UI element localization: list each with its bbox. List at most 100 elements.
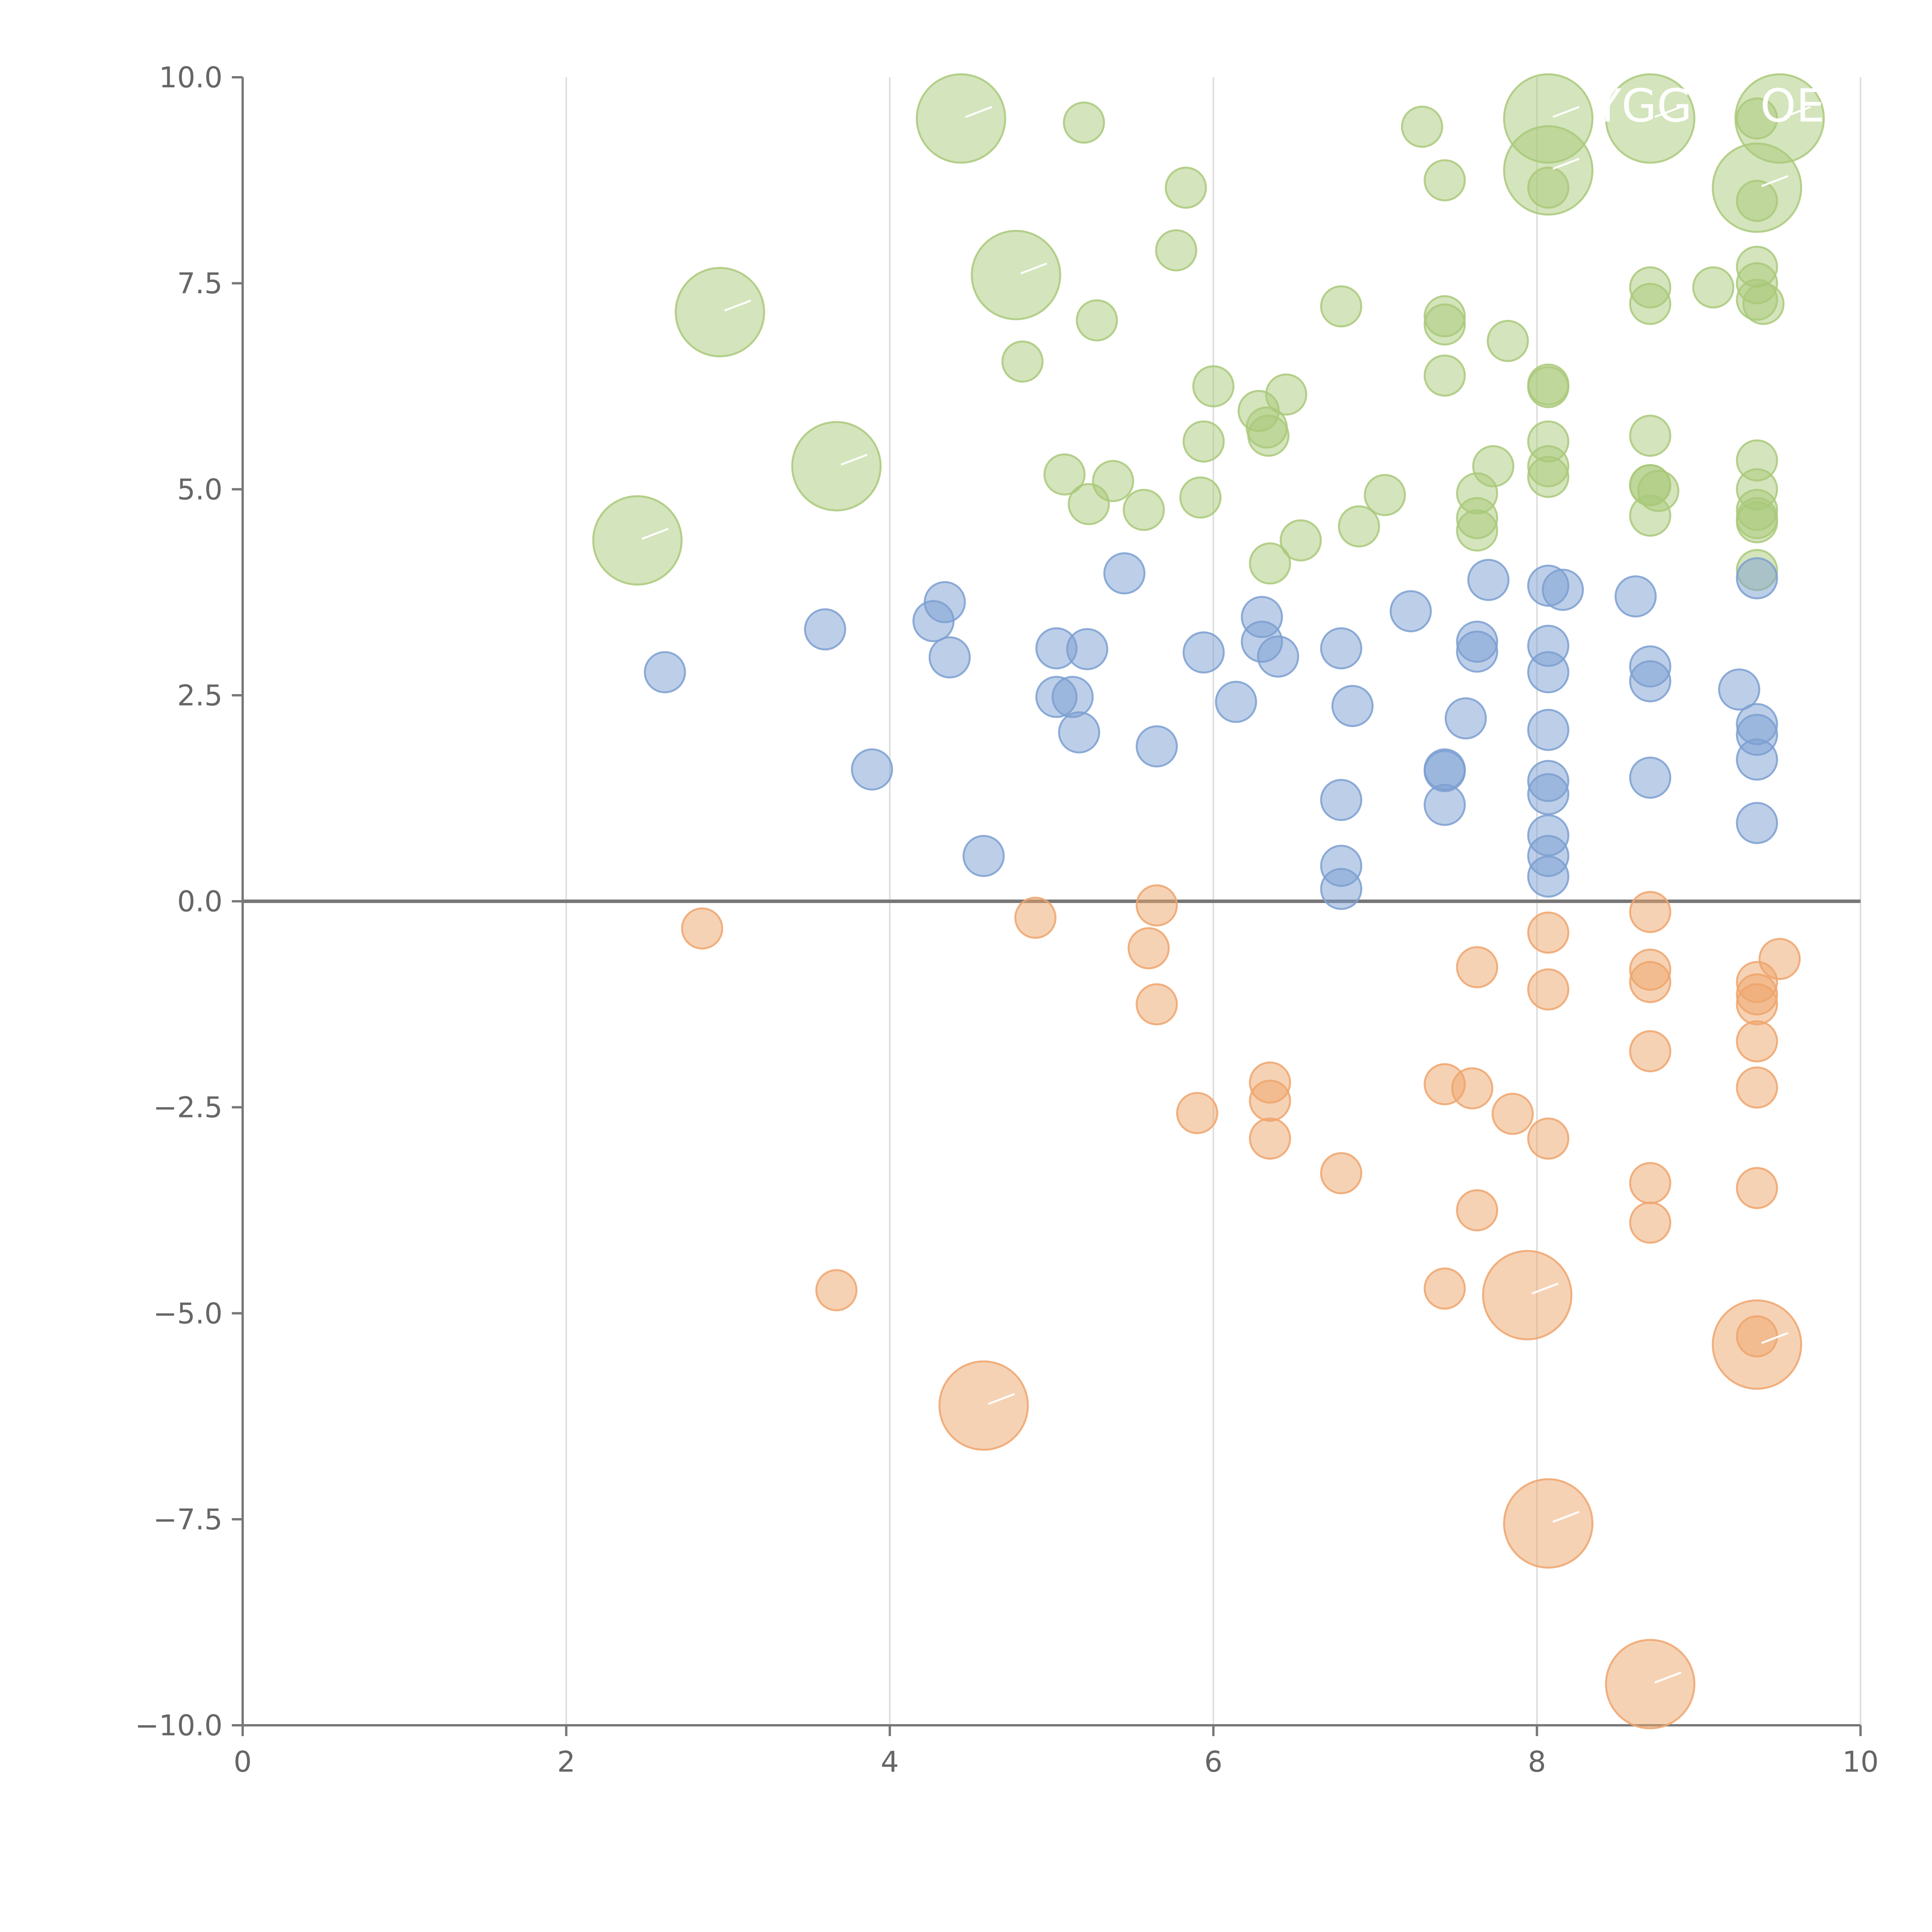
leader-line <box>1553 1511 1580 1523</box>
y-tick-label: −10.0 <box>135 1709 223 1742</box>
y-tick-label: 2.5 <box>177 679 223 712</box>
data-point-green <box>1456 509 1498 552</box>
data-point-orange <box>1423 1267 1466 1310</box>
data-point-green <box>1423 303 1466 346</box>
data-point-orange <box>1527 1117 1570 1160</box>
x-tick-label: 8 <box>1528 1745 1546 1779</box>
data-point-green <box>1320 285 1362 328</box>
data-point-orange <box>1451 1067 1493 1110</box>
y-tick-label: −2.5 <box>153 1091 223 1124</box>
leader-line <box>1553 158 1580 170</box>
leader-line <box>1784 106 1811 118</box>
leader-line <box>840 454 868 466</box>
data-point-green <box>1165 167 1207 209</box>
data-point-blue <box>1103 552 1146 595</box>
data-point-orange <box>1136 884 1178 927</box>
data-point-green <box>1338 505 1380 548</box>
leader-line <box>641 528 669 540</box>
leader-line <box>1020 262 1048 275</box>
data-point-green <box>1736 501 1778 544</box>
data-point-green <box>916 73 1006 164</box>
data-point-green <box>1486 320 1529 362</box>
data-point-blue <box>1527 651 1570 694</box>
data-point-green <box>1629 282 1672 325</box>
data-point-blue <box>1215 680 1257 723</box>
y-tick-label: −7.5 <box>153 1503 223 1536</box>
leader-line <box>1761 1332 1788 1344</box>
data-point-blue <box>1257 635 1299 678</box>
data-point-orange <box>1249 1080 1291 1122</box>
data-point-blue <box>1736 557 1778 600</box>
data-point-blue <box>1066 628 1109 670</box>
x-tick-label: 2 <box>557 1745 575 1779</box>
data-point-blue <box>1718 668 1760 711</box>
data-point-orange <box>1629 1030 1672 1073</box>
data-point-green <box>971 230 1061 320</box>
data-point-blue <box>1136 725 1178 768</box>
x-tick-label: 6 <box>1204 1745 1223 1779</box>
data-point-blue <box>804 608 846 651</box>
data-point-orange <box>1527 968 1570 1011</box>
data-point-orange <box>1249 1117 1291 1160</box>
y-tick-label: 5.0 <box>177 473 223 506</box>
data-point-green <box>592 495 683 586</box>
data-point-orange <box>1736 1020 1778 1063</box>
data-point-blue <box>1389 590 1432 633</box>
leader-line <box>965 106 992 118</box>
data-point-green <box>791 421 882 512</box>
data-point-orange <box>1320 1152 1362 1194</box>
data-point-green <box>1043 453 1086 496</box>
data-point-blue <box>1527 855 1570 898</box>
y-tick-label: −5.0 <box>153 1297 223 1330</box>
data-point-blue <box>1456 630 1498 673</box>
data-point-blue <box>1527 773 1570 815</box>
data-point-orange <box>1759 938 1801 980</box>
data-point-green <box>1423 159 1466 202</box>
y-tick-label: 10.0 <box>159 61 223 94</box>
data-point-blue <box>963 835 1005 877</box>
data-point-green <box>1182 420 1225 463</box>
data-point-green <box>1076 299 1118 342</box>
data-point-blue <box>1629 660 1672 702</box>
x-tick-label: 0 <box>233 1745 252 1779</box>
data-point-blue <box>929 636 971 679</box>
data-point-green <box>1068 483 1110 526</box>
data-point-green <box>1629 494 1672 537</box>
data-point-blue <box>1051 676 1094 718</box>
leader-line <box>724 299 752 312</box>
data-point-green <box>1249 542 1291 585</box>
data-point-green <box>1192 365 1235 408</box>
data-point-orange <box>815 1269 858 1311</box>
data-point-orange <box>1456 946 1498 988</box>
data-point-green <box>1155 229 1197 272</box>
data-point-blue <box>1331 685 1374 727</box>
data-point-orange <box>1503 1478 1594 1569</box>
data-point-orange <box>1736 983 1778 1026</box>
data-point-blue <box>1320 627 1362 670</box>
data-point-green <box>1629 415 1672 457</box>
data-point-blue <box>1467 559 1510 601</box>
data-point-blue <box>1736 802 1778 844</box>
leader-line <box>1761 175 1788 187</box>
data-point-orange <box>1712 1299 1802 1390</box>
x-tick-label: 4 <box>881 1745 899 1779</box>
data-point-blue <box>1423 784 1466 826</box>
data-point-orange <box>1605 1639 1696 1730</box>
data-point-blue <box>1542 568 1584 611</box>
data-point-green <box>1692 266 1735 309</box>
data-point-orange <box>938 1360 1029 1451</box>
leader-line <box>1654 1672 1682 1684</box>
data-point-green <box>1527 167 1570 209</box>
leader-line <box>1654 106 1682 118</box>
data-point-orange <box>1629 1162 1672 1204</box>
data-point-orange <box>1456 1189 1498 1231</box>
data-point-green <box>1742 282 1785 325</box>
data-point-green <box>1001 340 1044 383</box>
data-point-orange <box>1629 1201 1672 1244</box>
data-point-blue <box>1614 575 1657 617</box>
data-point-green <box>1279 519 1322 561</box>
data-point-green <box>1122 489 1165 531</box>
data-point-blue <box>644 651 686 694</box>
axes: −10.0 −7.5 −5.0 −2.5 0.0 2.5 5.0 7.5 10.0 0 2 4 6 8 10 <box>135 61 1879 1779</box>
data-point-green <box>1364 474 1406 516</box>
